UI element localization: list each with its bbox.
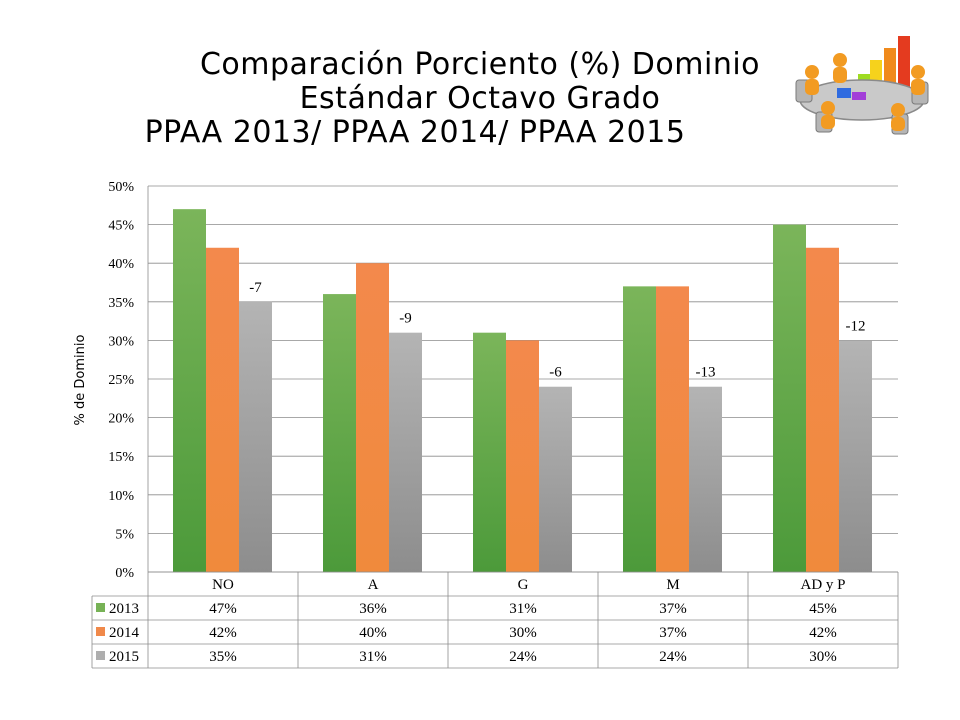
data-label: 37% bbox=[659, 601, 687, 617]
legend-entry: 2015 bbox=[109, 649, 139, 665]
data-label: 30% bbox=[509, 625, 537, 641]
data-label: 47% bbox=[209, 601, 237, 617]
data-label: 42% bbox=[209, 625, 237, 641]
data-label: 31% bbox=[509, 601, 537, 617]
title-line-2: Estándar Octavo Grado bbox=[299, 81, 661, 116]
y-tick-label: 15% bbox=[108, 450, 134, 465]
annotation-label: -9 bbox=[399, 311, 412, 327]
bar-2014-ad-y-p bbox=[806, 247, 839, 572]
bar-2015-m bbox=[689, 386, 722, 572]
y-axis: 0% 5% 10% 15% 20% 25% 30% 35% 40% 45% 50% bbox=[108, 180, 149, 581]
chart-title: Comparación Porciento (%) Dominio Estánd… bbox=[145, 47, 810, 150]
bar-2015-no bbox=[239, 301, 272, 572]
y-tick-label: 5% bbox=[115, 527, 134, 542]
data-label: 31% bbox=[359, 649, 387, 665]
legend-swatch-2013 bbox=[96, 603, 105, 612]
x-tick-label: M bbox=[666, 577, 679, 593]
meeting-table-bar-chart-icon bbox=[795, 36, 929, 135]
annotation-label: -13 bbox=[696, 365, 716, 381]
data-label: 35% bbox=[209, 649, 237, 665]
bar-2013-no bbox=[173, 209, 206, 572]
x-tick-label: AD y P bbox=[800, 577, 845, 593]
bar-2013-a bbox=[323, 294, 356, 572]
legend-swatch-2015 bbox=[96, 651, 105, 660]
title-line-1: Comparación Porciento (%) Dominio bbox=[199, 47, 761, 82]
annotation-label: -6 bbox=[549, 365, 562, 381]
bar-2015-ad-y-p bbox=[839, 340, 872, 572]
bar-2014-no bbox=[206, 247, 239, 572]
y-tick-label: 35% bbox=[108, 296, 134, 311]
y-axis-label: % de Dominio bbox=[73, 335, 88, 426]
data-label: 36% bbox=[359, 601, 387, 617]
y-tick-label: 50% bbox=[108, 180, 134, 195]
data-table: NO A G M AD y P 2013 47% 36% 31% 37% 45% 2014 42% 40%… bbox=[91, 571, 899, 669]
data-label: 40% bbox=[359, 625, 387, 641]
y-tick-label: 20% bbox=[108, 412, 134, 427]
annotation-label: -12 bbox=[846, 318, 866, 334]
y-tick-label: 0% bbox=[115, 566, 134, 581]
bar-2013-m bbox=[623, 286, 656, 572]
data-label: 45% bbox=[809, 601, 837, 617]
legend-entry: 2014 bbox=[109, 625, 140, 641]
y-tick-label: 10% bbox=[108, 489, 134, 504]
data-label: 24% bbox=[509, 649, 537, 665]
data-label: 42% bbox=[809, 625, 837, 641]
annotation-label: -7 bbox=[249, 280, 262, 296]
bar-2015-a bbox=[389, 332, 422, 572]
bar-2013-g bbox=[473, 332, 506, 572]
y-tick-label: 45% bbox=[108, 219, 134, 234]
legend-entry: 2013 bbox=[109, 601, 139, 617]
y-tick-label: 40% bbox=[108, 257, 134, 272]
y-tick-label: 30% bbox=[108, 334, 134, 349]
bar-2013-ad-y-p bbox=[773, 224, 806, 572]
legend-swatch-2014 bbox=[96, 627, 105, 636]
data-label: 37% bbox=[659, 625, 687, 641]
bar-2014-g bbox=[506, 340, 539, 572]
bars bbox=[173, 209, 872, 572]
x-tick-label: A bbox=[368, 577, 379, 593]
x-tick-label: NO bbox=[212, 577, 234, 593]
annotations: -7 -9 -6 -13 -12 bbox=[249, 280, 865, 381]
bar-2015-g bbox=[539, 386, 572, 572]
x-tick-label: G bbox=[518, 577, 529, 593]
data-label: 24% bbox=[659, 649, 687, 665]
bar-2014-a bbox=[356, 263, 389, 572]
bar-2014-m bbox=[656, 286, 689, 572]
title-line-3: PPAA 2013/ PPAA 2014/ PPAA 2015 bbox=[144, 115, 686, 150]
data-label: 30% bbox=[809, 649, 837, 665]
y-tick-label: 25% bbox=[108, 373, 134, 388]
